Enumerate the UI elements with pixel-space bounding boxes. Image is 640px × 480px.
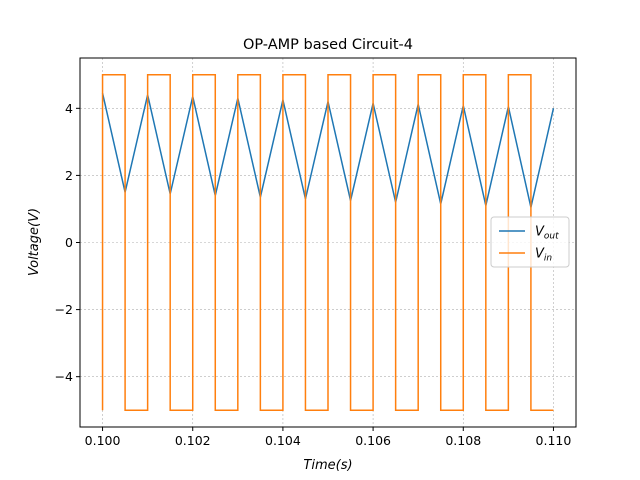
y-tick-label: −4 — [55, 369, 73, 384]
chart-title: OP-AMP based Circuit-4 — [243, 37, 413, 53]
ticks: 0.100 0.102 0.104 0.106 0.108 0.110 −4 −2 0 2 4 — [55, 101, 572, 448]
x-tick-label: 0.110 — [536, 433, 572, 448]
x-tick-label: 0.106 — [355, 433, 391, 448]
x-tick-label: 0.108 — [445, 433, 481, 448]
series-line-v-in — [101, 74, 554, 411]
y-tick-label: 4 — [65, 101, 73, 116]
y-tick-label: 0 — [65, 235, 73, 250]
y-axis-label: Voltage(V) — [27, 208, 42, 276]
x-tick-label: 0.102 — [175, 433, 211, 448]
x-tick-label: 0.104 — [265, 433, 301, 448]
series-layer — [101, 74, 555, 411]
x-tick-label: 0.100 — [85, 433, 121, 448]
y-tick-label: −2 — [55, 302, 73, 317]
legend-label: Vout — [535, 225, 559, 242]
x-axis-label: Time(s) — [303, 458, 352, 473]
legend: Vout Vin — [490, 216, 570, 268]
y-tick-label: 2 — [65, 168, 73, 183]
legend-box — [490, 216, 570, 268]
legend-label: Vin — [535, 247, 552, 264]
